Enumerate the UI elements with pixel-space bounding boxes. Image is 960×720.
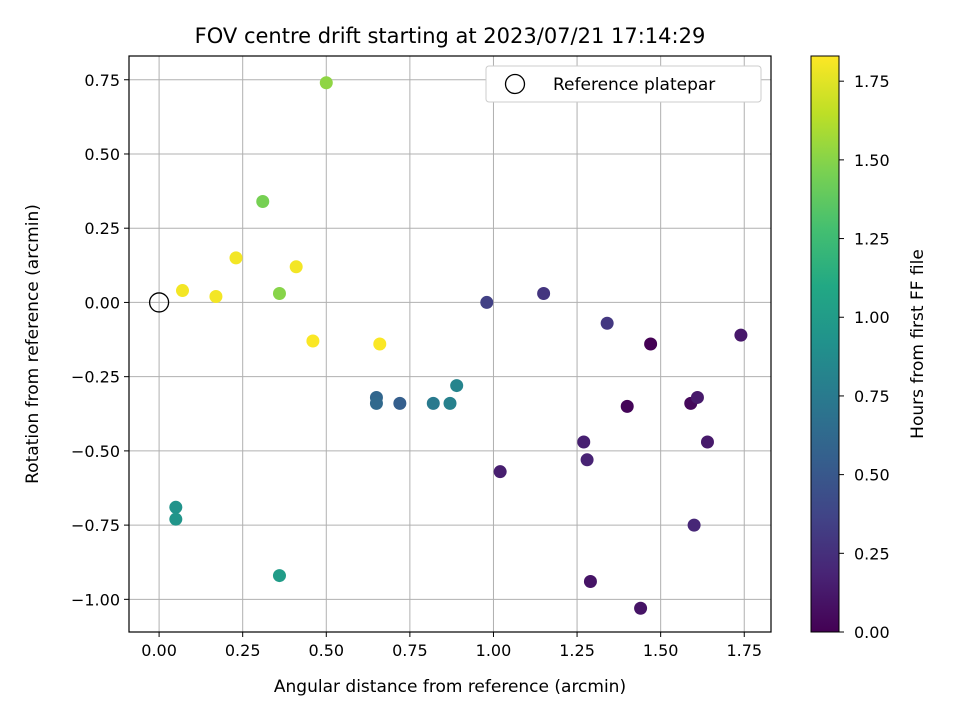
colorbar-tick-label: 1.50 (854, 151, 890, 170)
scatter-point (319, 76, 333, 90)
scatter-point (169, 512, 183, 526)
scatter-point (272, 287, 286, 301)
scatter-point (256, 194, 270, 208)
scatter-point (209, 289, 223, 303)
scatter-point (690, 390, 704, 404)
scatter-point (176, 284, 189, 298)
x-tick-label: 0.50 (308, 641, 344, 660)
scatter-point (687, 518, 701, 532)
legend-box (485, 65, 762, 103)
chart-title: FOV centre drift starting at 2023/07/21 … (195, 24, 706, 48)
x-tick-label: 0.25 (225, 641, 261, 660)
colorbar-tick-label: 0.25 (854, 544, 890, 563)
x-tick-label: 0.00 (141, 641, 177, 660)
scatter-point (450, 379, 464, 393)
x-tick-label: 1.25 (559, 641, 595, 660)
colorbar-tick-label: 0.00 (854, 623, 890, 642)
scatter-point (480, 295, 494, 309)
scatter-point (373, 337, 387, 351)
scatter-point (620, 399, 634, 413)
colorbar-tick-label: 1.75 (854, 72, 890, 91)
plot-frame (128, 55, 772, 633)
scatter-point (537, 287, 551, 301)
y-axis-label: Rotation from reference (arcmin) (23, 204, 43, 484)
y-tick-label: −0.75 (71, 516, 120, 535)
colorbar-tick-label: 0.50 (854, 466, 890, 485)
y-tick-label: 0.00 (84, 293, 120, 312)
scatter-point (443, 396, 457, 410)
legend-reference-marker (504, 73, 526, 95)
scatter-point (289, 260, 303, 274)
x-axis-label: Angular distance from reference (arcmin) (274, 677, 626, 697)
y-tick-label: 0.75 (84, 71, 120, 90)
scatter-point (272, 569, 286, 583)
y-tick-label: −0.25 (71, 368, 120, 387)
legend: Reference platepar (485, 65, 762, 103)
scatter-point (644, 337, 658, 351)
scatter-point (700, 435, 714, 449)
scatter-point (577, 435, 591, 449)
colorbar-tick-label: 1.25 (854, 230, 890, 249)
reference-marker-group (148, 292, 170, 313)
scatter-point (580, 453, 594, 467)
x-axis: 0.00 0.25 0.50 0.75 1.00 1.25 1.50 1.75 (141, 632, 762, 660)
scatter-point (493, 465, 507, 479)
scatter-point (600, 316, 614, 330)
y-tick-label: 0.25 (84, 219, 120, 238)
scatter-point (306, 334, 320, 348)
x-tick-label: 1.00 (476, 641, 512, 660)
reference-marker (148, 292, 170, 313)
x-tick-label: 1.75 (726, 641, 762, 660)
scatter-point (734, 328, 748, 342)
colorbar-label: Hours from first FF file (908, 249, 928, 439)
grid (129, 56, 771, 632)
colorbar-tick-label: 1.00 (854, 308, 890, 327)
scatter-point (634, 601, 648, 615)
colorbar: 0.00 0.25 0.50 0.75 1.00 1.25 1.50 1.75 Hours f… (810, 55, 928, 642)
data-points (169, 76, 748, 615)
scatter-point (393, 396, 407, 410)
scatter-point (426, 396, 440, 410)
legend-entry-reference-platepar: Reference platepar (553, 75, 715, 95)
x-tick-label: 1.50 (643, 641, 679, 660)
colorbar-gradient (810, 55, 840, 633)
scatter-point (229, 251, 243, 265)
scatter-point (583, 575, 597, 589)
scatter-point (169, 500, 183, 514)
x-tick-label: 0.75 (392, 641, 428, 660)
colorbar-tick-label: 0.75 (854, 387, 890, 406)
scatter-point (369, 396, 383, 410)
y-tick-label: −0.50 (71, 442, 120, 461)
y-tick-label: 0.50 (84, 145, 120, 164)
colorbar-ticks: 0.00 0.25 0.50 0.75 1.00 1.25 1.50 1.75 (839, 72, 890, 642)
y-axis: 0.75 0.50 0.25 0.00 −0.25 −0.50 −0.75 −1.00 (71, 71, 129, 609)
y-tick-label: −1.00 (71, 590, 120, 609)
